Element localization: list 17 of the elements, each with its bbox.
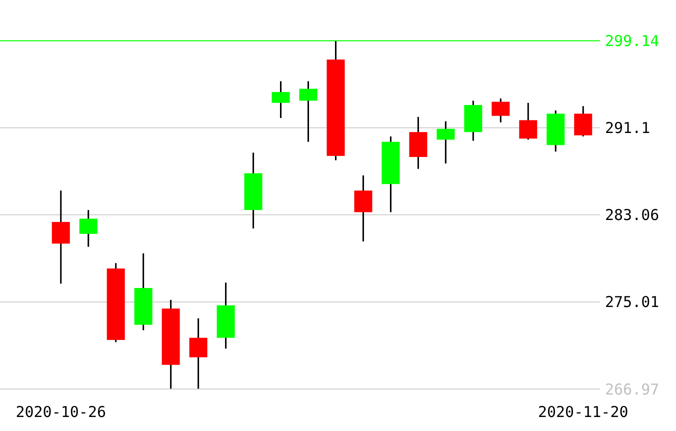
candlestick bbox=[492, 98, 510, 124]
candlestick bbox=[299, 80, 318, 143]
candlestick bbox=[79, 209, 98, 248]
y-tick-label: 283.06 bbox=[605, 206, 660, 224]
candlestick bbox=[354, 174, 372, 242]
candlestick bbox=[436, 120, 455, 164]
y-tick-label: 275.01 bbox=[605, 293, 660, 312]
y-tick-label: 291.1 bbox=[605, 119, 650, 138]
candlestick bbox=[52, 190, 70, 284]
y-tick-label: 266.97 bbox=[605, 380, 660, 398]
candlestick bbox=[272, 80, 290, 119]
candlestick bbox=[519, 102, 538, 140]
candlestick bbox=[574, 105, 592, 138]
candlestick bbox=[189, 318, 208, 390]
ref-line-label: 299.14 bbox=[605, 32, 660, 50]
x-tick-label: 2020-10-26 bbox=[16, 403, 106, 421]
x-tick-label: 2020-11-20 bbox=[538, 403, 628, 421]
